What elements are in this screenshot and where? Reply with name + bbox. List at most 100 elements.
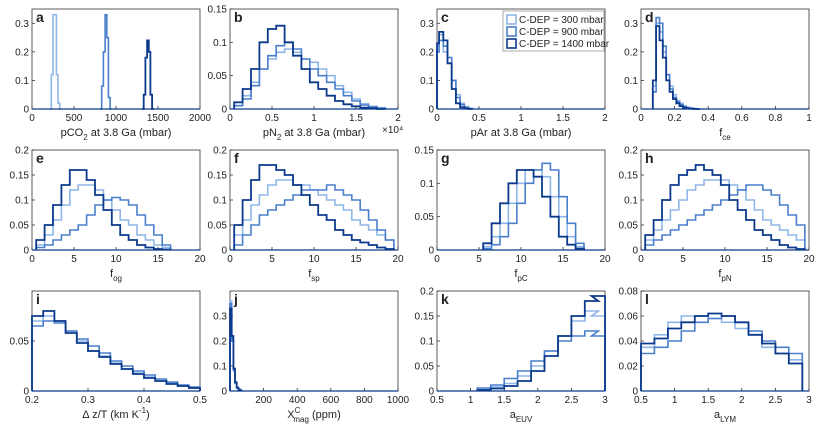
y-tick-label: 0.2 [420, 47, 434, 58]
y-tick-label: 0.1 [15, 196, 29, 207]
y-tick-label: 0.05 [208, 221, 228, 232]
x-tick-label: 1 [518, 113, 524, 124]
x-exponent-label: ×10⁴ [382, 125, 403, 136]
x-tick-label: 0 [227, 254, 233, 265]
y-tick-label: 0.2 [15, 146, 29, 157]
x-tick-label: 1 [468, 395, 474, 406]
x-tick-label: 1500 [147, 113, 170, 124]
series-3-histogram [476, 295, 606, 391]
x-tick-label: 2 [602, 113, 608, 124]
series-2-histogram [100, 13, 112, 110]
x-tick-label: 5 [269, 254, 275, 265]
legend-swatch-2 [506, 26, 517, 37]
panel-f: 0 0.05 0.1 0.15 0.2 0 5 10 15 20 f fsp [208, 146, 404, 284]
panel-letter: k [441, 291, 449, 307]
x-axis-label: fpC [514, 268, 528, 283]
y-tick-label: 0.06 [619, 312, 639, 323]
x-tick-label: 0.5 [265, 113, 279, 124]
panel-letter: c [441, 9, 449, 25]
y-tick-label: 0.15 [415, 312, 435, 323]
x-tick-label: 1.5 [349, 113, 363, 124]
legend-entry-1: C-DEP = 300 mbar [519, 15, 604, 26]
y-tick-label: 0.2 [213, 146, 227, 157]
x-tick-label: 0 [434, 254, 440, 265]
series-1-histogram [476, 310, 606, 391]
series-1-histogram [49, 13, 62, 110]
x-tick-label: 200 [255, 395, 272, 406]
x-tick-label: 1 [672, 395, 678, 406]
y-tick-label: 0.1 [15, 76, 29, 87]
y-tick-label: 0 [632, 246, 638, 257]
y-tick-label: 0 [221, 246, 227, 257]
x-tick-label: 600 [322, 395, 339, 406]
x-tick-label: 2.5 [768, 395, 782, 406]
x-tick-label: 15 [761, 254, 773, 265]
x-tick-label: 0.5 [193, 395, 207, 406]
x-tick-label: 2 [395, 113, 401, 124]
y-tick-label: 0 [428, 105, 434, 116]
x-tick-label: 0.3 [81, 395, 95, 406]
series-3-histogram [31, 310, 201, 391]
series-2-histogram [233, 184, 395, 250]
x-tick-label: 0 [434, 113, 440, 124]
x-tick-label: 0 [29, 254, 35, 265]
panel-letter: g [441, 150, 450, 166]
y-tick-label: 0 [632, 387, 638, 398]
axes-box [436, 149, 606, 251]
legend-swatch-1 [506, 14, 517, 25]
x-tick-label: 1.5 [701, 395, 715, 406]
y-tick-label: 0.15 [415, 146, 435, 157]
panel-k: 0 0.05 0.1 0.15 0.2 0.5 1 1.5 2 2.5 3 k aEUV [415, 287, 609, 425]
y-tick-label: 0.05 [10, 221, 30, 232]
series-2-histogram [644, 184, 806, 250]
x-tick-label: 0 [29, 113, 35, 124]
axes-box [229, 8, 399, 110]
y-tick-label: 0.15 [10, 171, 30, 182]
y-tick-label: 0.08 [619, 287, 639, 298]
x-tick-label: 15 [350, 254, 362, 265]
series-3-histogram [35, 169, 172, 251]
x-tick-label: 1.5 [497, 395, 511, 406]
panel-d: 0 0.1 0.2 0.3 0 0.2 0.4 0.6 0.8 1 d fce [624, 8, 812, 142]
x-tick-label: 10 [110, 254, 122, 265]
x-tick-label: 15 [152, 254, 164, 265]
axes-box [640, 290, 810, 392]
panel-b: 0 0.05 0.1 0.15 0 0.5 1 1.5 2 b pN2 at 3.8 Ga (mba… [208, 5, 404, 143]
y-tick-label: 0.15 [619, 171, 639, 182]
panel-j: 0 0.1 0.2 0.3 200 400 600 800 1000 j XC mag (ppm) [213, 290, 410, 424]
x-axis-label: pN2 at 3.8 Ga (mbar) [263, 127, 365, 142]
series-3-histogram [640, 312, 804, 391]
y-tick-label: 0 [23, 387, 29, 398]
series-3-histogram [482, 169, 585, 250]
panel-letter: l [645, 291, 649, 307]
series-3-histogram [142, 39, 154, 110]
y-tick-label: 0 [428, 246, 434, 257]
x-tick-label: 0.4 [701, 113, 715, 124]
y-tick-label: 0 [428, 387, 434, 398]
x-axis-label: fce [719, 127, 731, 142]
series-2-histogram [31, 320, 201, 391]
y-tick-label: 0.05 [415, 212, 435, 223]
x-tick-label: 10 [719, 254, 731, 265]
y-tick-label: 0.3 [420, 19, 434, 30]
y-tick-label: 0.02 [619, 362, 639, 373]
y-tick-label: 0.05 [619, 221, 639, 232]
y-tick-label: 0.1 [420, 76, 434, 87]
panel-c: 0 0.1 0.2 0.3 0 0.5 1 1.5 2 c pAr at 3.8 Ga (mbar)… [420, 8, 610, 139]
axes-box [229, 290, 399, 392]
x-tick-label: 2000 [189, 113, 212, 124]
x-axis-label: XC mag (ppm) [287, 406, 340, 424]
y-tick-label: 0.1 [420, 337, 434, 348]
y-tick-label: 0.3 [624, 19, 638, 30]
y-tick-label: 0.1 [624, 76, 638, 87]
panel-letter: d [645, 9, 654, 25]
y-tick-label: 0.3 [15, 19, 29, 30]
x-axis-label: fog [110, 268, 122, 283]
x-tick-label: 1 [311, 113, 317, 124]
y-tick-label: 0.2 [213, 337, 227, 348]
panel-l: 0 0.02 0.04 0.06 0.08 0.5 1 1.5 2 2.5 3 l aLYM [619, 287, 813, 425]
y-tick-label: 0.05 [10, 337, 30, 348]
x-axis-label: Δ z/T (km K-1) [82, 406, 149, 421]
panel-letter: j [233, 291, 238, 307]
x-tick-label: 400 [289, 395, 306, 406]
